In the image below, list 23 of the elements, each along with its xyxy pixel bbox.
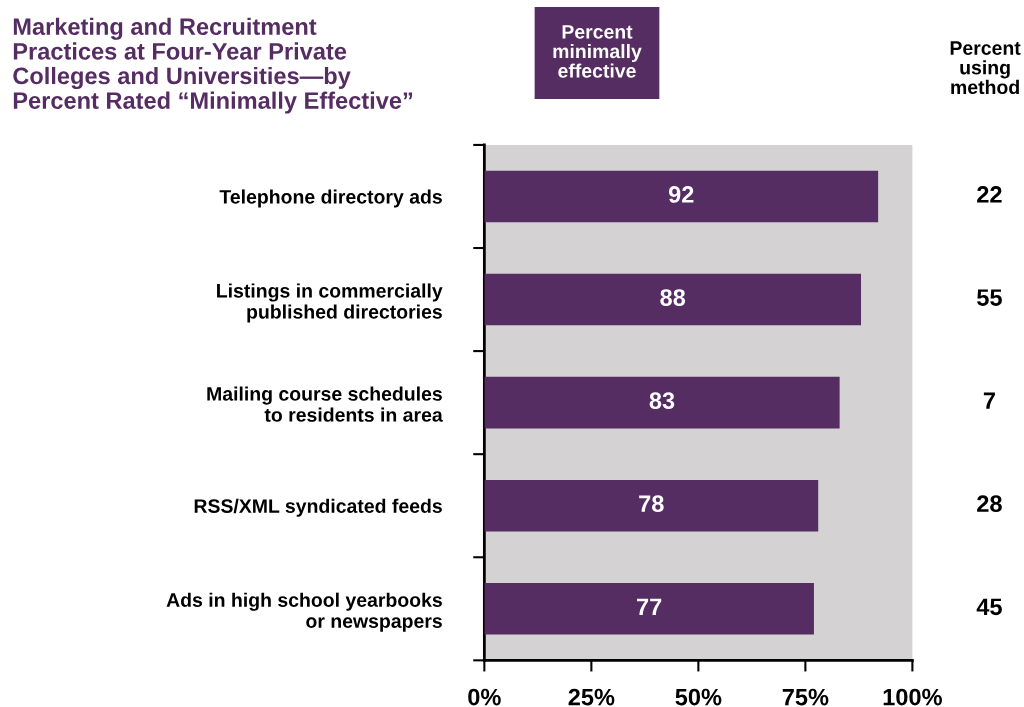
text: 45: [976, 598, 1002, 616]
data-label: 83: [649, 392, 675, 410]
text: Percent minimally effective: [553, 25, 642, 78]
text: 22: [977, 186, 1002, 203]
data-label: 78: [639, 495, 664, 513]
y-tick-label: Listings in commercially published directories: [217, 283, 443, 323]
text: 28: [977, 495, 1002, 513]
x-tick-label: 75%: [782, 688, 829, 706]
x-tick-label: 25%: [568, 688, 615, 706]
x-tick-label: 100%: [883, 688, 942, 706]
y-tick-label: Mailing course schedules to residents in area: [207, 386, 443, 422]
text: 7: [983, 392, 995, 409]
y-tick-label: RSS/XML syndicated feeds: [194, 498, 442, 517]
text: Marketing and Recruitment Practices at Four-Year Private Colleges and Universities—by Percent Rated “Minimally Effective”: [13, 17, 413, 114]
data-label: 88: [660, 289, 686, 306]
text: 55: [977, 289, 1002, 306]
y-tick-label: Ads in high school yearbooks or newspapers: [166, 592, 442, 632]
data-label: 77: [637, 598, 662, 615]
y-tick-label: Telephone directory ads: [219, 189, 442, 208]
data-label: 92: [668, 186, 694, 203]
x-tick-label: 50%: [675, 688, 722, 706]
text: Percent using method: [950, 41, 1021, 95]
x-tick-label: 0%: [468, 688, 501, 706]
